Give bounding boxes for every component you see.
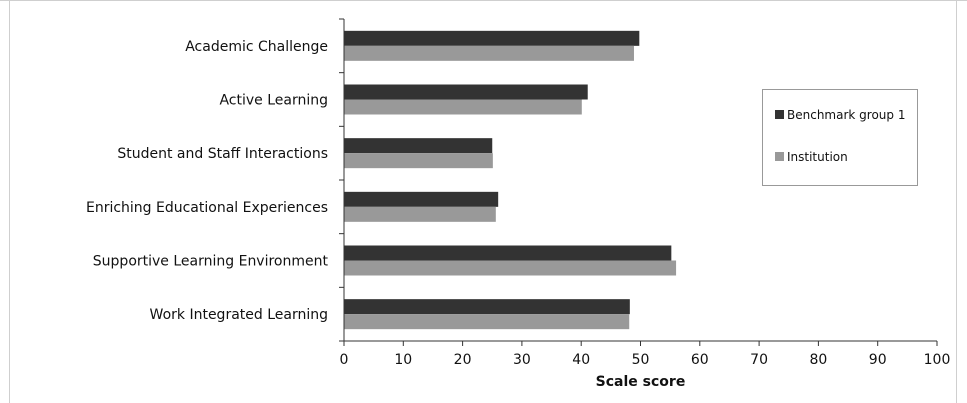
x-tick-label: 50 xyxy=(632,352,650,368)
category-label: Enriching Educational Experiences xyxy=(86,200,328,216)
bar-institution-0 xyxy=(344,45,634,61)
bar-benchmark-3 xyxy=(344,191,499,207)
legend-label-benchmark: Benchmark group 1 xyxy=(787,108,905,122)
x-tick-label: 20 xyxy=(454,352,472,368)
category-label: Supportive Learning Environment xyxy=(93,254,329,270)
bar-benchmark-0 xyxy=(344,30,640,46)
category-label: Work Integrated Learning xyxy=(150,307,328,323)
x-tick-label: 40 xyxy=(572,352,590,368)
bar-benchmark-1 xyxy=(344,84,588,100)
bar-institution-3 xyxy=(344,206,496,222)
x-tick-label: 60 xyxy=(691,352,709,368)
legend-swatch-benchmark xyxy=(775,110,784,119)
bar-institution-2 xyxy=(344,153,493,169)
x-tick-label: 10 xyxy=(394,352,412,368)
x-tick-label: 30 xyxy=(513,352,531,368)
x-tick-label: 80 xyxy=(809,352,827,368)
x-tick-label: 0 xyxy=(340,352,349,368)
category-label: Academic Challenge xyxy=(185,39,328,55)
x-tick-label: 100 xyxy=(924,352,951,368)
legend-label-institution: Institution xyxy=(787,150,848,164)
bar-benchmark-4 xyxy=(344,245,672,261)
bar-institution-4 xyxy=(344,260,677,276)
x-axis-title: Scale score xyxy=(596,374,686,390)
legend-box xyxy=(762,89,918,186)
legend: Benchmark group 1 Institution xyxy=(762,89,918,186)
x-tick-label: 70 xyxy=(750,352,768,368)
bar-institution-1 xyxy=(344,99,582,115)
category-label: Student and Staff Interactions xyxy=(117,146,328,162)
x-tick-label: 90 xyxy=(869,352,887,368)
legend-swatch-institution xyxy=(775,152,784,161)
bar-benchmark-5 xyxy=(344,299,630,315)
bar-institution-5 xyxy=(344,314,630,330)
category-label: Active Learning xyxy=(219,93,328,109)
bar-benchmark-2 xyxy=(344,138,493,154)
